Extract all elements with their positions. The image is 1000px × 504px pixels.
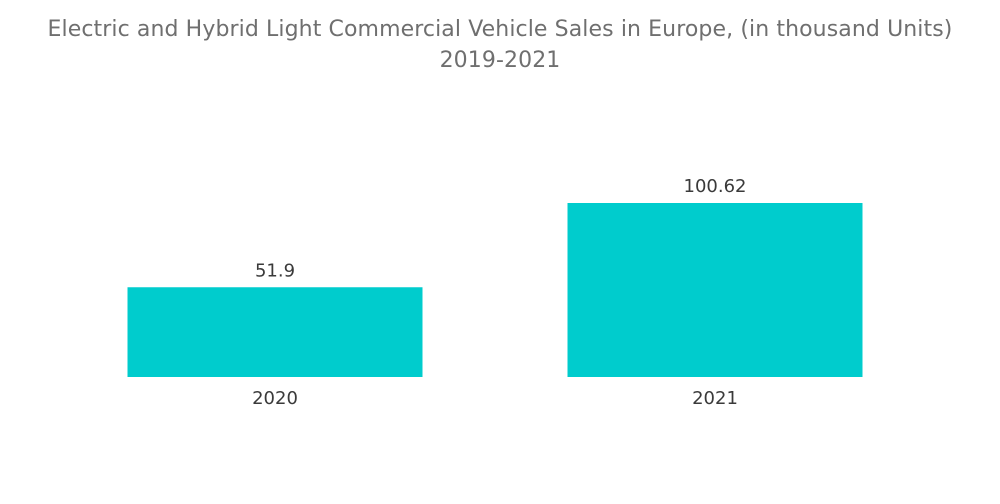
- value-labels-group: 51.9 100.62: [255, 176, 747, 281]
- chart-title: Electric and Hybrid Light Commercial Veh…: [47, 17, 953, 42]
- chart-subtitle: 2019-2021: [439, 48, 561, 73]
- value-label-2021: 100.62: [684, 176, 747, 197]
- x-tick-label-2020: 2020: [252, 388, 298, 409]
- chart-title-block: Electric and Hybrid Light Commercial Veh…: [0, 14, 1000, 76]
- value-label-2020: 51.9: [255, 260, 295, 281]
- bars-group: [127, 203, 863, 377]
- x-tick-label-2021: 2021: [692, 388, 738, 409]
- bar-2020: [127, 287, 423, 377]
- bar-2021: [567, 203, 863, 377]
- x-axis-tick-labels: 2020 2021: [252, 388, 738, 409]
